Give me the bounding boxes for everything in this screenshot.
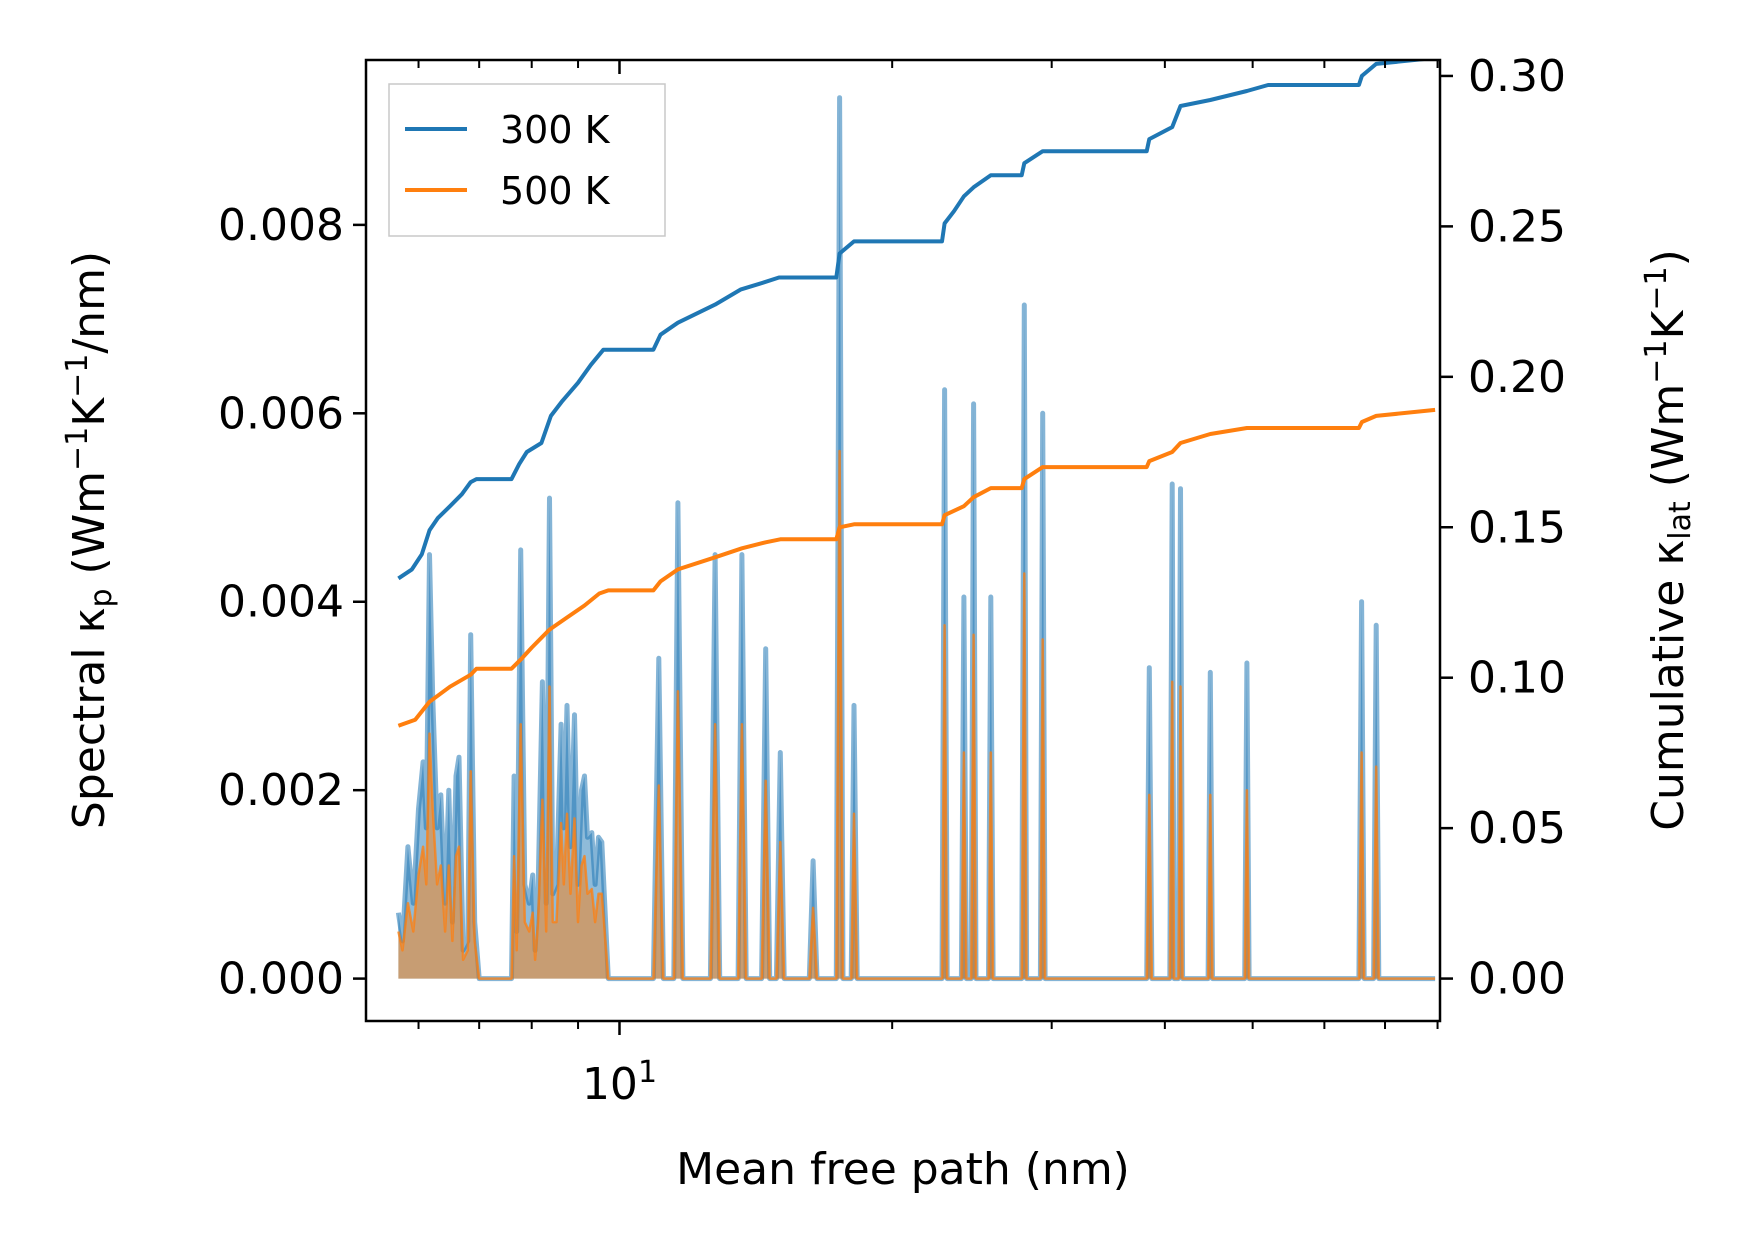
legend-label-500K: 500 K <box>500 169 611 213</box>
y-axis-left-label: Spectral κp (Wm−1K−1/nm) <box>60 251 119 829</box>
y-left-label-sub: p <box>84 588 119 607</box>
y-right-tick-label: 0.30 <box>1468 51 1566 102</box>
y-left-label-mid: (Wm <box>64 471 115 589</box>
y-axis-right-label: Cumulative κlat (Wm−1K−1) <box>1639 249 1698 831</box>
y-left-tick-label: 0.004 <box>218 577 344 628</box>
y-right-label-post: ) <box>1643 249 1694 266</box>
y-right-label-sup2: −1 <box>1639 266 1674 310</box>
axis-ticks: 0.000 0.002 0.004 0.006 0.008 0.00 0.05 0.10 0.1… <box>218 51 1566 1110</box>
cumulative-line-500K <box>397 407 1436 728</box>
y-left-label-pre: Spectral κ <box>64 608 115 830</box>
y-right-label-sup1: −1 <box>1639 339 1674 383</box>
plot-frame <box>364 58 1442 1023</box>
y-left-label-sup2: −1 <box>60 354 95 398</box>
spectral-fills <box>395 95 1436 982</box>
cumulative-lines <box>397 60 1436 728</box>
y-right-label-sub: lat <box>1663 501 1698 540</box>
y-right-label-mid2: K <box>1643 309 1694 339</box>
x-tick-label-exp: 1 <box>638 1055 657 1090</box>
y-left-tick-label: 0.006 <box>218 388 344 439</box>
y-right-tick-label: 0.25 <box>1468 201 1566 252</box>
y-left-label-post: /nm) <box>64 251 115 354</box>
y-right-tick-label: 0.15 <box>1468 502 1566 553</box>
y-left-label-sup1: −1 <box>60 427 95 471</box>
y-right-tick-label: 0.00 <box>1468 954 1566 1005</box>
legend-label-300K: 300 K <box>500 108 611 152</box>
y-right-tick-label: 0.10 <box>1468 653 1566 704</box>
y-right-tick-label: 0.20 <box>1468 352 1566 403</box>
y-left-tick-label: 0.000 <box>218 954 344 1005</box>
legend-box <box>388 83 666 237</box>
y-right-tick-label: 0.05 <box>1468 803 1566 854</box>
cumulative-line-300K <box>397 60 1435 581</box>
y-left-tick-label: 0.002 <box>218 765 344 816</box>
x-tick-label-base: 10 <box>582 1059 638 1110</box>
spectral-line-500K <box>397 449 1436 980</box>
y-left-label-mid2: K <box>64 397 115 427</box>
y-right-label-mid: (Wm <box>1643 384 1694 502</box>
x-axis-label: Mean free path (nm) <box>676 1144 1130 1195</box>
legend: 300 K 500 K <box>388 83 666 237</box>
x-tick-label: 101 <box>582 1055 657 1111</box>
y-right-label-pre: Cumulative κ <box>1643 540 1694 831</box>
y-left-tick-label: 0.008 <box>218 200 344 251</box>
